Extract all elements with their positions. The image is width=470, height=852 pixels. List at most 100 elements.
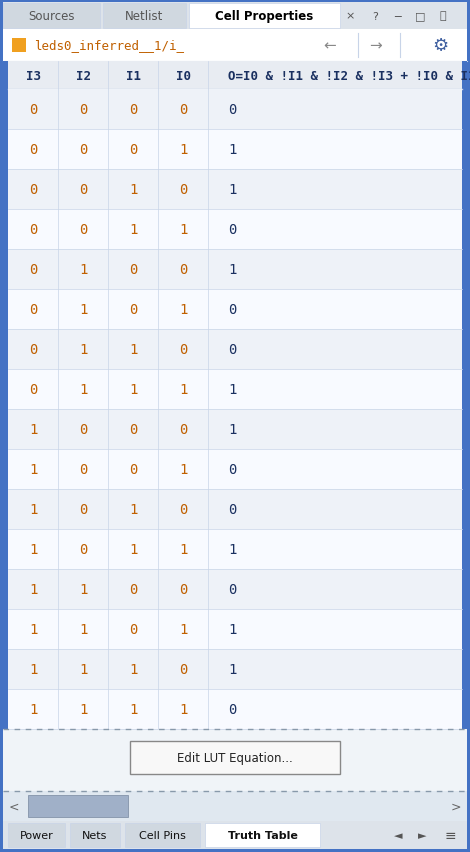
Text: 1: 1	[179, 143, 187, 157]
Text: 1: 1	[179, 622, 187, 636]
Text: 1: 1	[129, 383, 137, 396]
Text: 1: 1	[129, 343, 137, 357]
Text: ►: ►	[418, 830, 426, 840]
Text: 1: 1	[228, 183, 236, 197]
Text: 0: 0	[29, 343, 37, 357]
Text: 1: 1	[129, 222, 137, 237]
Text: I1: I1	[125, 69, 141, 83]
Text: 1: 1	[179, 543, 187, 556]
Bar	[3, 30, 467, 62]
Text: 0: 0	[129, 143, 137, 157]
Text: 0: 0	[179, 103, 187, 117]
Bar	[8, 210, 462, 250]
Text: 0: 0	[79, 143, 87, 157]
Text: ?: ?	[372, 11, 378, 21]
Text: 1: 1	[228, 262, 236, 277]
Text: Netlist: Netlist	[125, 10, 164, 23]
Text: 0: 0	[179, 503, 187, 516]
Bar	[8, 529, 462, 569]
Text: 0: 0	[228, 222, 236, 237]
Text: ─: ─	[395, 11, 401, 21]
Bar	[8, 689, 462, 729]
Bar	[8, 410, 462, 450]
Bar	[8, 130, 462, 170]
Text: 0: 0	[79, 103, 87, 117]
Text: →: →	[368, 38, 381, 54]
Text: 0: 0	[228, 503, 236, 516]
Bar	[8, 90, 462, 130]
Text: □: □	[415, 11, 425, 21]
Text: 0: 0	[129, 423, 137, 436]
Text: Nets: Nets	[82, 830, 108, 840]
Text: Cell Pins: Cell Pins	[139, 830, 186, 840]
Bar	[3, 3, 467, 30]
Bar	[8, 170, 462, 210]
Text: 0: 0	[228, 582, 236, 596]
Text: Cell Properties: Cell Properties	[215, 10, 313, 23]
Text: 1: 1	[129, 662, 137, 676]
Bar	[8, 250, 462, 290]
Text: 1: 1	[79, 582, 87, 596]
Text: 1: 1	[29, 463, 37, 476]
Text: 0: 0	[129, 103, 137, 117]
Text: 0: 0	[29, 103, 37, 117]
Bar	[8, 649, 462, 689]
Text: 0: 0	[228, 343, 236, 357]
Text: 1: 1	[129, 183, 137, 197]
Text: 0: 0	[79, 463, 87, 476]
Bar	[8, 370, 462, 410]
Text: 1: 1	[129, 702, 137, 717]
Text: Power: Power	[20, 830, 54, 840]
Text: 0: 0	[228, 103, 236, 117]
Text: 0: 0	[79, 543, 87, 556]
Text: ◄: ◄	[394, 830, 402, 840]
Text: 0: 0	[179, 262, 187, 277]
Bar	[3, 791, 467, 821]
Bar	[8, 823, 65, 847]
Text: 0: 0	[29, 143, 37, 157]
Text: 1: 1	[79, 262, 87, 277]
Text: 1: 1	[129, 503, 137, 516]
Text: Sources: Sources	[28, 10, 75, 23]
Text: 0: 0	[129, 463, 137, 476]
Text: 0: 0	[129, 622, 137, 636]
Bar	[3, 821, 467, 849]
Text: 1: 1	[228, 423, 236, 436]
Bar	[103, 4, 186, 29]
Text: >: >	[451, 799, 461, 813]
Bar	[8, 569, 462, 609]
Bar	[205, 823, 320, 847]
Text: 1: 1	[179, 222, 187, 237]
Text: 0: 0	[29, 183, 37, 197]
Text: 0: 0	[79, 183, 87, 197]
Text: ⧉: ⧉	[440, 11, 446, 21]
Bar	[8, 609, 462, 649]
Text: 1: 1	[29, 582, 37, 596]
Text: 1: 1	[228, 383, 236, 396]
Text: 0: 0	[179, 423, 187, 436]
Text: 1: 1	[179, 463, 187, 476]
Text: ←: ←	[324, 38, 337, 54]
Text: Truth Table: Truth Table	[227, 830, 298, 840]
Text: 0: 0	[179, 343, 187, 357]
Bar	[8, 62, 462, 90]
Text: 1: 1	[79, 383, 87, 396]
Text: 1: 1	[179, 302, 187, 317]
Text: 1: 1	[129, 543, 137, 556]
Text: 0: 0	[29, 383, 37, 396]
Text: 1: 1	[29, 622, 37, 636]
Bar	[8, 489, 462, 529]
Text: 1: 1	[79, 622, 87, 636]
Text: 1: 1	[228, 662, 236, 676]
Text: 1: 1	[228, 622, 236, 636]
Text: I2: I2	[76, 69, 91, 83]
Text: 0: 0	[79, 503, 87, 516]
Text: leds0_inferred__1/i_: leds0_inferred__1/i_	[34, 39, 184, 53]
Text: 1: 1	[79, 702, 87, 717]
Text: ≡: ≡	[444, 828, 456, 842]
Bar	[125, 823, 200, 847]
Text: <: <	[9, 799, 19, 813]
Text: 0: 0	[79, 222, 87, 237]
Bar	[462, 62, 467, 729]
Text: 0: 0	[129, 262, 137, 277]
